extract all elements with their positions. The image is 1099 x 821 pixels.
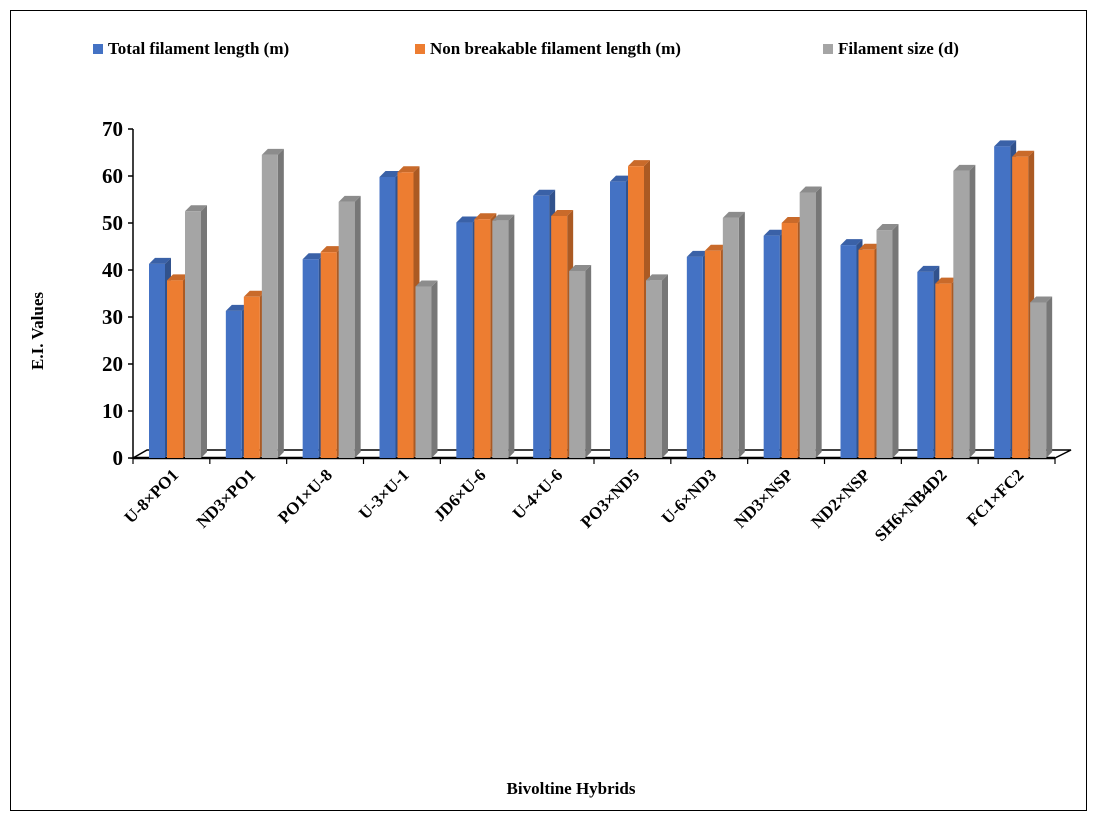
y-tick-label: 40	[102, 258, 123, 282]
legend-swatch-3	[823, 44, 833, 54]
y-tick-label: 10	[102, 399, 123, 423]
y-tick-label: 30	[102, 305, 123, 329]
x-tick-label: U-4×U-6	[509, 465, 567, 523]
x-tick-label: U-8×PO1	[121, 465, 183, 527]
x-tick-label: PO3×ND5	[577, 465, 643, 531]
x-tick-label: ND3×NSP	[731, 465, 797, 531]
bar-3-9	[799, 186, 822, 458]
legend-label-1: Total filament length (m)	[108, 39, 289, 58]
bars	[149, 140, 1053, 459]
legend-swatch-2	[415, 44, 425, 54]
bar-3-12	[1030, 296, 1053, 458]
y-tick-label: 70	[102, 117, 123, 141]
x-tick-label: PO1×U-8	[274, 465, 336, 527]
chart: Total filament length (m) Non breakable f…	[28, 39, 1072, 798]
bar-3-6	[569, 264, 592, 458]
y-tick-label: 20	[102, 352, 123, 376]
x-axis-label: Bivoltine Hybrids	[507, 779, 636, 798]
x-tick-label: ND3×PO1	[193, 465, 259, 531]
legend-swatch-1	[93, 44, 103, 54]
bar-3-7	[646, 274, 668, 458]
bar-3-11	[953, 164, 976, 458]
legend-label-2: Non breakable filament length (m)	[430, 39, 681, 58]
bar-3-8	[722, 211, 745, 458]
y-tick-label: 50	[102, 211, 123, 235]
bar-3-1	[185, 205, 207, 458]
x-tick-label: FC1×FC2	[963, 465, 1027, 529]
legend-label-3: Filament size (d)	[838, 39, 959, 58]
y-axis-label: E.I. Values	[28, 292, 47, 370]
x-tick-label: U-3×U-1	[355, 465, 413, 523]
legend: Total filament length (m) Non breakable f…	[93, 39, 959, 58]
x-tick-label: ND2×NSP	[807, 465, 873, 531]
chart-frame: Total filament length (m) Non breakable f…	[10, 10, 1087, 811]
x-tick-label: U-6×ND3	[658, 465, 720, 527]
y-tick-label: 0	[113, 446, 124, 470]
x-tick-label: SH6×NB4D2	[871, 465, 951, 545]
bar-3-2	[261, 148, 284, 459]
bar-3-3	[338, 195, 361, 459]
bar-3-4	[415, 280, 438, 458]
x-tick-label: JD6×U-6	[430, 465, 490, 525]
y-tick-label: 60	[102, 164, 123, 188]
bar-3-10	[876, 224, 899, 458]
bar-3-5	[492, 214, 515, 458]
